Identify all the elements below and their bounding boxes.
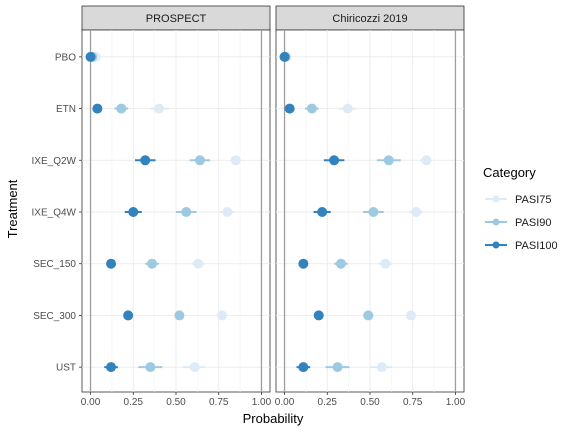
data-point [380, 258, 391, 269]
y-tick-labels: PBO ETN IXE_Q2W IXE_Q4W SEC_150 SEC_300 UST [32, 52, 82, 374]
series-pasi75 [90, 51, 241, 373]
y-tick-label: UST [56, 363, 76, 374]
data-point [411, 207, 422, 217]
legend-key-point [492, 218, 500, 226]
y-tick-label: ETN [56, 104, 76, 115]
data-point [332, 362, 343, 373]
panel-2: Chiricozzi 2019 0.00 0.25 0.50 0.75 1.00 [275, 5, 466, 408]
series-pasi90 [280, 51, 401, 373]
y-tick-label: PBO [55, 52, 76, 63]
data-point [85, 51, 96, 62]
y-tick-label: SEC_150 [33, 259, 76, 270]
data-point [128, 207, 139, 217]
legend-label: PASI90 [515, 217, 552, 229]
data-point [284, 103, 295, 114]
data-point [116, 103, 127, 114]
data-point [222, 207, 233, 217]
data-point [147, 258, 158, 269]
data-point [145, 362, 156, 373]
x-tick-label: 1.00 [252, 397, 272, 408]
panel-title: PROSPECT [146, 13, 207, 25]
data-point [363, 310, 374, 321]
x-tick-label: 0.25 [124, 397, 144, 408]
legend-entry: PASI100 [485, 240, 558, 252]
data-point [123, 310, 134, 321]
y-tick-label: IXE_Q4W [32, 208, 77, 219]
data-point [217, 310, 228, 321]
series-pasi100 [279, 51, 345, 373]
legend-entry: PASI90 [485, 217, 552, 229]
y-axis-title: Treatment [5, 179, 20, 238]
data-point [329, 155, 340, 166]
x-tick-label: 0.75 [209, 397, 229, 408]
x-tick-label: 0.00 [275, 397, 295, 408]
series-pasi100 [85, 51, 156, 373]
x-tick-label: 0.50 [360, 397, 380, 408]
legend-key-point [492, 241, 500, 249]
data-point [376, 362, 387, 373]
data-point [230, 155, 241, 166]
data-point [279, 51, 290, 62]
data-point [342, 103, 353, 114]
data-point [174, 310, 185, 321]
legend-key-point [492, 195, 500, 203]
data-point [298, 362, 309, 373]
data-point [153, 103, 164, 114]
y-tick-label: IXE_Q2W [32, 156, 77, 167]
data-point [306, 103, 317, 114]
legend-title: Category [483, 165, 536, 180]
data-point [406, 310, 417, 321]
x-tick-label: 0.00 [81, 397, 101, 408]
x-tick-label: 0.25 [318, 397, 338, 408]
x-tick-label: 0.75 [403, 397, 423, 408]
data-point [317, 207, 328, 217]
data-point [335, 258, 346, 269]
panel-strip [81, 5, 271, 31]
data-point [189, 362, 200, 373]
data-point [298, 258, 309, 269]
y-tick-label: SEC_300 [33, 311, 76, 322]
x-axis-title: Probability [243, 411, 304, 426]
data-point [106, 362, 117, 373]
panel-1: PROSPECT 0.00 0.25 0.50 0.75 1.00 [81, 5, 272, 408]
data-point [194, 155, 205, 166]
panel-title: Chiricozzi 2019 [332, 13, 407, 25]
data-point [140, 155, 151, 166]
data-point [193, 258, 204, 269]
x-tick-label: 0.50 [166, 397, 186, 408]
legend-entry: PASI75 [485, 194, 552, 206]
data-point [106, 258, 117, 269]
data-point [313, 310, 324, 321]
x-tick-label: 1.00 [446, 397, 466, 408]
data-point [383, 155, 394, 166]
legend: Category PASI75 PASI90 PASI100 [483, 165, 558, 252]
data-point [92, 103, 103, 114]
legend-label: PASI75 [515, 194, 552, 206]
data-point [368, 207, 379, 217]
data-point [181, 207, 192, 217]
legend-label: PASI100 [515, 240, 558, 252]
data-point [421, 155, 432, 166]
